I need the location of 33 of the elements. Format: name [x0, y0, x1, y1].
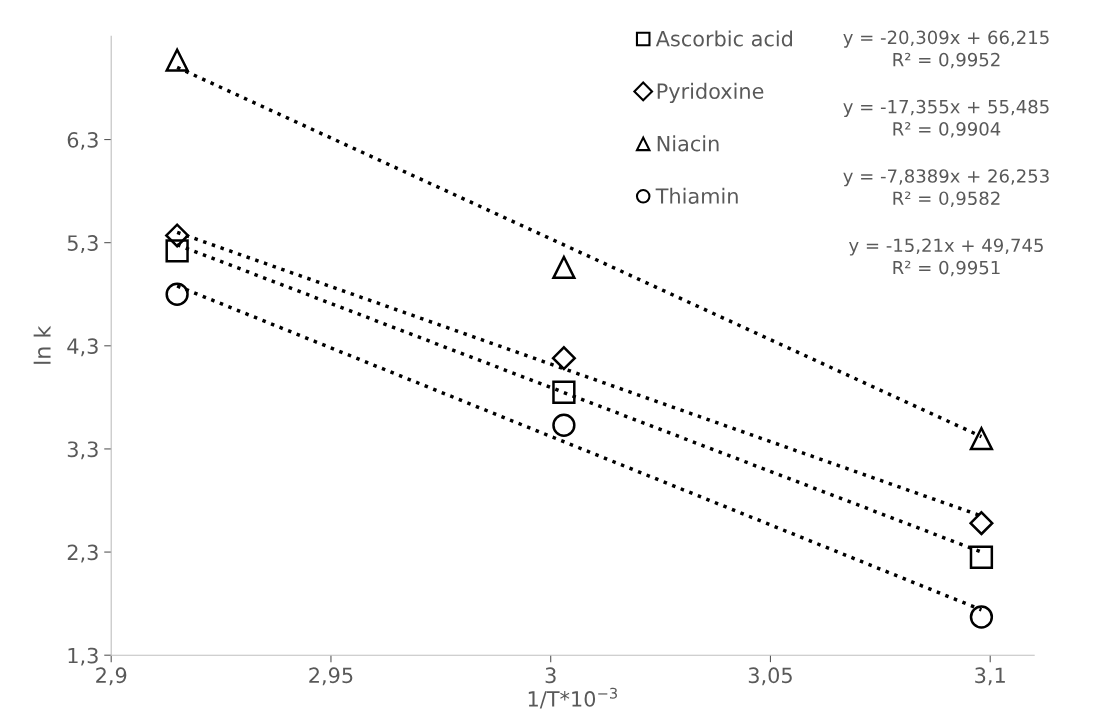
- x-tick-label: 3,1: [975, 667, 1005, 686]
- legend-label: Thiamin: [655, 187, 738, 204]
- x-axis-title: 1/T*10$^{−3}$: [528, 687, 617, 709]
- point: [969, 605, 994, 629]
- point: [165, 239, 189, 263]
- point: [551, 346, 576, 371]
- annotation: y = -15,21x + 49,745 R² = 0,9951: [849, 238, 1043, 277]
- point: [552, 413, 576, 437]
- x-tick-label: 2,9: [96, 667, 127, 686]
- annotation: y = -17,355x + 55,485 R² = 0,9904: [843, 99, 1049, 138]
- legend-label: Niacin: [657, 135, 719, 152]
- y-tick-label: 5,3: [67, 235, 98, 253]
- x-tick-label: 2,95: [309, 667, 353, 686]
- legend-label: Pyridoxine: [657, 82, 764, 104]
- legend-label: Ascorbic acid: [655, 30, 792, 47]
- y-tick-label: 6,3: [67, 131, 98, 150]
- point: [165, 48, 189, 72]
- y-tick-label: 4,3: [67, 338, 98, 357]
- point: [552, 380, 576, 404]
- x-tick-label: 3: [545, 667, 556, 684]
- x-tick-label: 3,05: [748, 667, 792, 686]
- annotation: y = -7,8389x + 26,253 R² = 0,9582: [843, 169, 1049, 207]
- y-tick-label: 2,3: [67, 544, 98, 563]
- point: [969, 426, 994, 451]
- point: [969, 511, 994, 536]
- point: [165, 223, 190, 248]
- y-tick-label: 1,3: [68, 647, 98, 666]
- y-axis-title: ln k: [33, 325, 51, 364]
- annotation: y = -20,309x + 66,215 R² = 0,9952: [843, 30, 1049, 69]
- point: [969, 545, 994, 569]
- y-tick-label: 3,3: [67, 441, 98, 460]
- point: [552, 255, 576, 280]
- point: [165, 282, 189, 306]
